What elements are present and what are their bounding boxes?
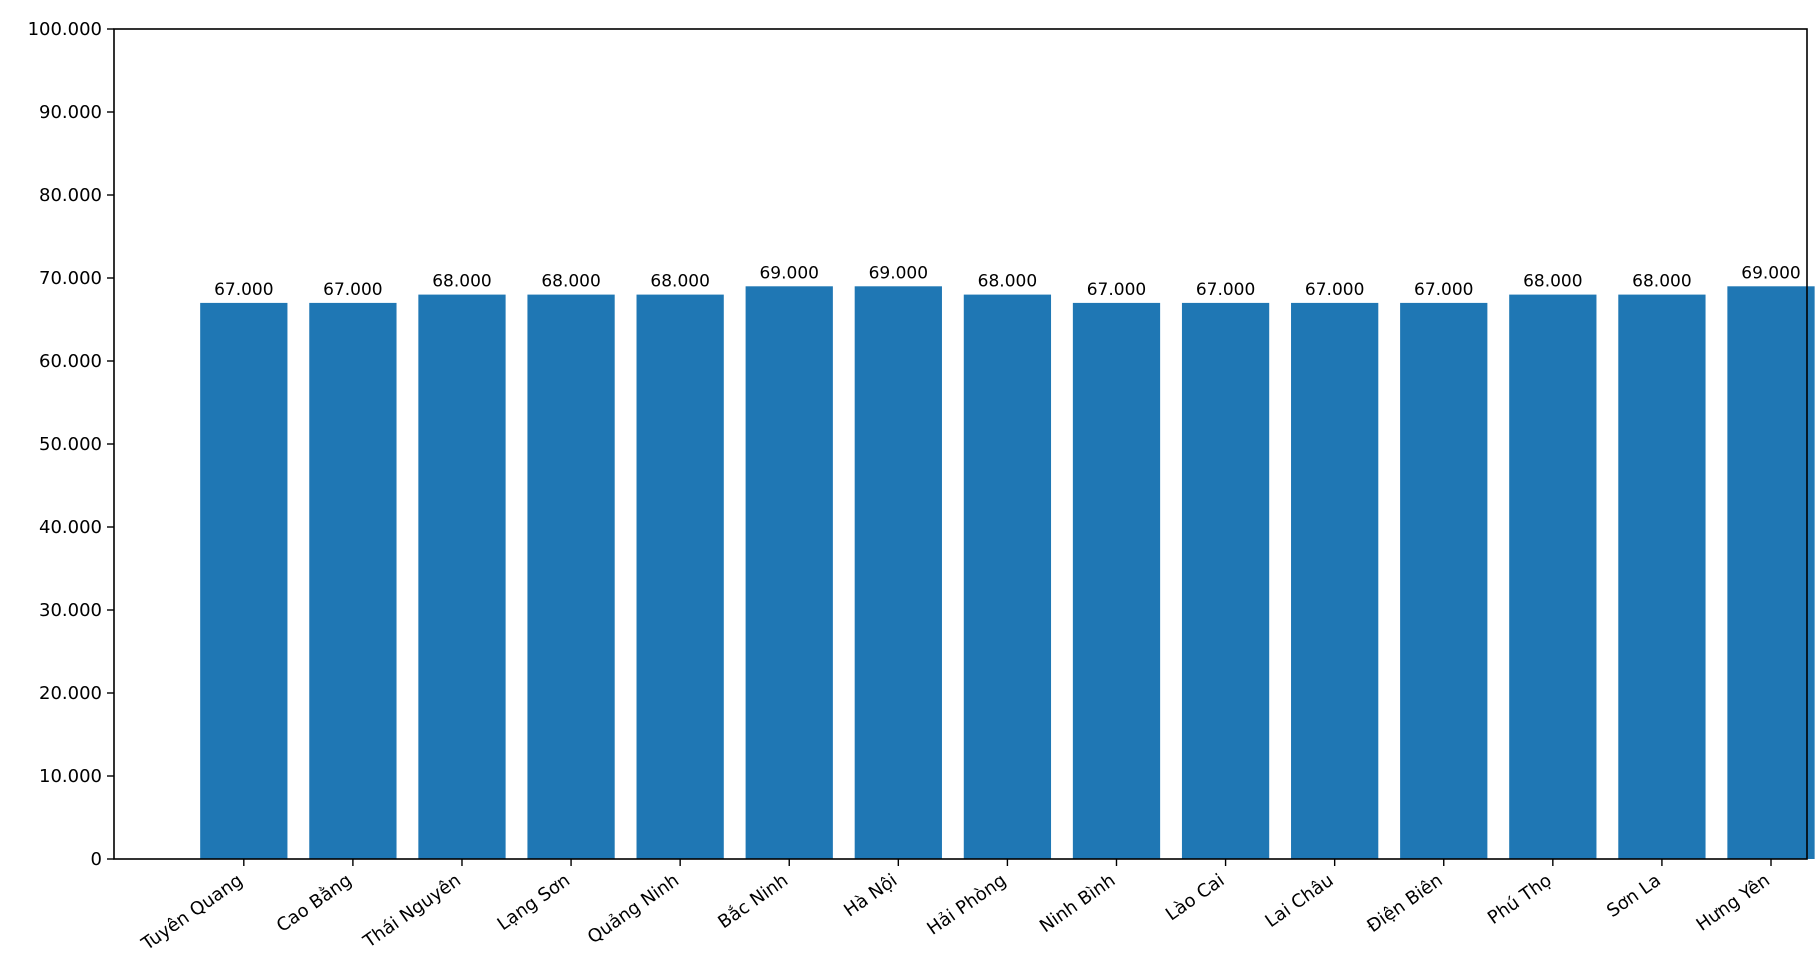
x-tick-label: Lạng Sơn	[494, 870, 574, 935]
y-tick-label: 70.000	[39, 268, 102, 289]
y-tick-label: 100.000	[28, 19, 102, 40]
x-tick-label: Lào Cai	[1162, 870, 1228, 925]
x-tick-label: Tuyên Quang	[137, 870, 246, 955]
bar	[854, 286, 942, 859]
bar-value-label: 67.000	[323, 280, 382, 300]
bar	[963, 294, 1052, 860]
x-tick-label: Sơn La	[1603, 870, 1665, 922]
bar-value-label: 68.000	[650, 272, 709, 292]
bar-value-label: 68.000	[432, 272, 491, 292]
bar	[1727, 286, 1815, 859]
y-tick-label: 80.000	[39, 185, 102, 206]
y-tick-label: 30.000	[39, 600, 102, 621]
x-tick-label: Hải Phòng	[923, 870, 1010, 940]
data-labels: 67.000 67.000 68.000 68.000 68.000 69.000 69.0…	[214, 263, 1801, 300]
bar-value-label: 68.000	[1523, 272, 1582, 292]
x-tick-label: Quảng Ninh	[584, 870, 683, 948]
bar-value-label: 69.000	[759, 263, 818, 283]
x-tick-label: Điện Biên	[1363, 870, 1446, 937]
y-tick-label: 40.000	[39, 517, 102, 538]
x-tick-label: Bắc Ninh	[714, 870, 792, 933]
x-tick-label: Phú Thọ	[1484, 870, 1556, 929]
bar-value-label: 67.000	[1414, 280, 1473, 300]
plot-frame	[113, 28, 1808, 860]
y-tick-label: 50.000	[39, 434, 102, 455]
bar	[745, 286, 833, 859]
x-axis: Tuyên Quang Cao Bằng Thái Nguyên Lạng Sơn Qu…	[137, 859, 1774, 955]
bar-value-label: 67.000	[214, 280, 273, 300]
bar	[1181, 302, 1270, 859]
bar	[636, 294, 724, 860]
bar	[1291, 302, 1379, 859]
bar	[200, 302, 288, 859]
bar	[527, 294, 615, 860]
bar-value-label: 67.000	[1196, 280, 1255, 300]
y-axis: 0 10.000 20.000 30.000 40.000 50.000 60.000 70.…	[28, 19, 114, 870]
bar	[309, 302, 397, 859]
x-tick-label: Cao Bằng	[273, 870, 356, 937]
bar	[1400, 302, 1488, 859]
bar-value-label: 68.000	[541, 272, 600, 292]
bar-value-label: 69.000	[869, 263, 928, 283]
y-tick-label: 10.000	[39, 766, 102, 787]
x-tick-label: Lai Châu	[1261, 870, 1337, 932]
y-tick-label: 0	[91, 849, 102, 870]
x-tick-label: Ninh Bình	[1036, 870, 1119, 937]
bar-value-label: 68.000	[978, 272, 1037, 292]
x-tick-label: Thái Nguyên	[359, 870, 465, 953]
x-tick-label: Hà Nội	[840, 870, 901, 921]
bar	[418, 294, 506, 860]
y-tick-label: 20.000	[39, 683, 102, 704]
bar-value-label: 67.000	[1305, 280, 1364, 300]
bar-value-label: 69.000	[1741, 263, 1800, 283]
bar	[1618, 294, 1706, 860]
bar	[1509, 294, 1597, 860]
y-tick-label: 90.000	[39, 102, 102, 123]
bars	[200, 286, 1815, 860]
bar-value-label: 67.000	[1087, 280, 1146, 300]
bar	[1072, 302, 1161, 859]
y-tick-label: 60.000	[39, 351, 102, 372]
bar-value-label: 68.000	[1632, 272, 1691, 292]
x-tick-label: Hưng Yên	[1693, 870, 1774, 936]
